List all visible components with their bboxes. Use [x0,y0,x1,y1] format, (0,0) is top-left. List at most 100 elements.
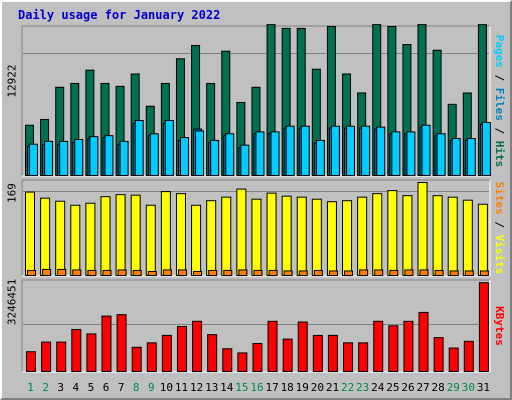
visits-bar [447,196,458,277]
kbytes-bar [252,343,263,372]
files-bar [346,125,356,177]
visits-bar [432,195,443,276]
day-label: 12 [190,381,203,394]
day-label: 27 [416,381,429,394]
day-label: 22 [341,381,354,394]
sites-bar [223,269,233,276]
kbytes-bar [146,342,157,372]
sites-bar [87,269,97,276]
visits-bar [130,194,141,276]
visits-bar [387,190,398,277]
visits-bar [342,200,353,276]
day-label: 18 [281,381,294,394]
kbytes-bar [388,325,399,372]
day-label: 14 [220,381,234,394]
visits-bar [311,198,322,276]
sites-bar [449,270,459,277]
day-label: 13 [205,381,218,394]
day-label: 3 [57,381,64,394]
day-label: 15 [235,381,248,394]
visits-bar [115,194,126,276]
sites-bar [313,269,323,276]
kbytes-bar [26,351,36,372]
sites-bar [132,269,142,276]
files-bar [330,125,340,177]
sites-bar [419,269,429,277]
visits-bar [100,196,111,277]
kbytes-bar [418,311,429,373]
day-label: 4 [73,381,80,394]
day-label: 28 [432,381,445,394]
day-label: 19 [296,381,309,394]
visits-sites-legend: Sites / Visits [494,182,507,275]
kbytes-bar [327,334,338,373]
visits-bar [326,201,337,276]
kbytes-bar [448,347,459,373]
day-label: 1 [27,381,34,394]
files-bar [315,139,325,177]
day-label: 30 [462,381,475,394]
kbytes-bar [312,334,323,373]
day-label: 29 [447,381,460,394]
files-bar [74,138,84,177]
sites-bar [268,269,278,276]
sites-bar [479,270,489,277]
day-label: 10 [160,381,173,394]
files-bar [104,135,114,176]
visits-bar [191,204,202,276]
day-label: 26 [401,381,414,394]
files-bar [164,119,174,176]
files-bar [119,140,129,176]
day-label: 17 [265,381,278,394]
files-bar [29,143,38,176]
kbytes-bar [297,321,308,373]
day-label: 24 [371,381,385,394]
visits-bar [175,193,186,276]
sites-bar [208,269,218,276]
files-bar [376,126,386,176]
visits-bar [296,196,307,277]
sites-bar [283,270,293,277]
visits-bar [281,195,292,277]
files-bar [466,138,476,176]
visits-bar [70,204,81,276]
kbytes-bar [433,337,444,372]
files-bar [59,140,69,176]
visits-bar [206,200,217,276]
visits-legend-label: Visits [494,235,507,275]
visits-bar [402,195,413,276]
sites-bar [238,269,248,277]
files-bar [44,140,54,176]
kbytes-bar [192,320,203,373]
sites-bar [404,269,414,277]
files-bar [421,124,431,176]
sites-bar [72,269,82,277]
files-bar [436,133,446,177]
day-label: 7 [118,381,125,394]
kbytes-bar [237,352,248,372]
kbytes-bar [41,341,52,373]
kbytes-bar [86,333,97,372]
kbytes-tick-label: 3246451 [6,279,19,325]
files-bar [270,131,280,176]
sites-bar [389,269,399,276]
legend-separator: / [494,121,507,141]
visits-bar [266,192,277,276]
files-bar [451,138,461,176]
day-label: 5 [88,381,95,394]
files-bar [149,133,159,177]
files-bar [255,131,265,176]
visits-bar [417,182,428,277]
visits-bar [145,204,156,276]
day-label: 8 [133,381,140,394]
files-legend-label: Files [494,88,507,121]
kbytes-bar [116,314,127,372]
day-label: 31 [477,381,490,394]
kbytes-bar [131,346,142,373]
files-bar [285,125,295,177]
visits-bar [85,202,96,277]
kbytes-bar [207,334,218,372]
kbytes-bar [71,328,82,372]
